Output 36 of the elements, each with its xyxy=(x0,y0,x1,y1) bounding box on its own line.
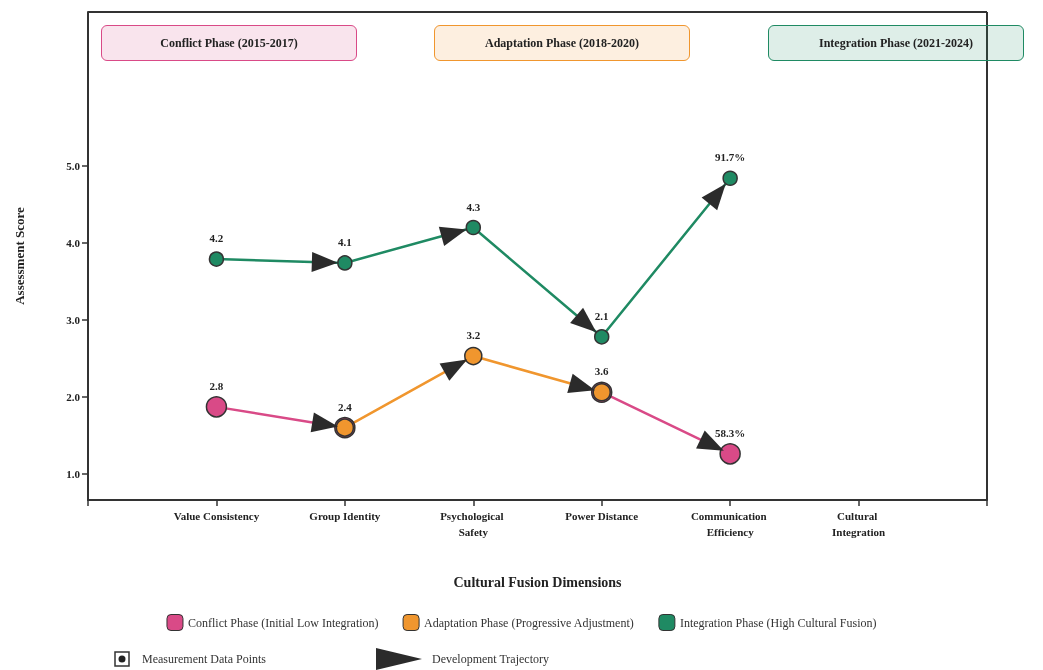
y-tick-label: 2.0 xyxy=(66,390,81,403)
annotation: 4.2 xyxy=(209,232,224,245)
y-tick-label: 3.0 xyxy=(66,313,81,326)
annotation: 4.1 xyxy=(337,235,352,248)
annotation: 2.1 xyxy=(594,309,609,322)
legend-label: Integration Phase (High Cultural Fusion) xyxy=(679,615,877,630)
y-axis-title: Assessment Score xyxy=(12,206,27,305)
y-tick-label: 5.0 xyxy=(66,159,81,172)
x-tick-label: Cultural Integration xyxy=(831,510,886,538)
x-tick-label: Value Consistency xyxy=(173,510,260,522)
annotation: 2.8 xyxy=(209,379,224,392)
x-tick-label: Communication Efficiency xyxy=(690,510,770,538)
point xyxy=(337,255,353,271)
x-tick-label: Psychological Safety xyxy=(440,510,507,538)
annotation: 4.3 xyxy=(466,200,481,213)
point xyxy=(465,219,482,236)
y-tick-label: 1.0 xyxy=(66,467,81,480)
point xyxy=(208,251,225,267)
x-tick-label: Group Identity xyxy=(309,510,381,522)
annotation: 91.7% xyxy=(715,151,746,164)
legend-label: Conflict Phase (Initial Low Integration) xyxy=(187,615,379,630)
legend-label: Adaptation Phase (Progressive Adjustment) xyxy=(424,615,634,630)
y-tick-label: 4.0 xyxy=(66,236,81,249)
point xyxy=(464,346,483,366)
point xyxy=(205,396,228,418)
point xyxy=(719,443,741,465)
x-axis-title: Cultural Fusion Dimensions xyxy=(453,574,623,590)
annotation: 2.4 xyxy=(337,400,353,413)
x-tick-label: Power Distance xyxy=(565,510,639,522)
annotation: 3.6 xyxy=(594,365,610,378)
text: Development Trajectory xyxy=(431,651,549,667)
text: Measurement Data Points xyxy=(142,651,266,667)
annotation: 58.3% xyxy=(715,426,746,439)
point xyxy=(593,329,610,345)
annotation: 3.2 xyxy=(466,329,481,342)
point xyxy=(722,170,738,186)
